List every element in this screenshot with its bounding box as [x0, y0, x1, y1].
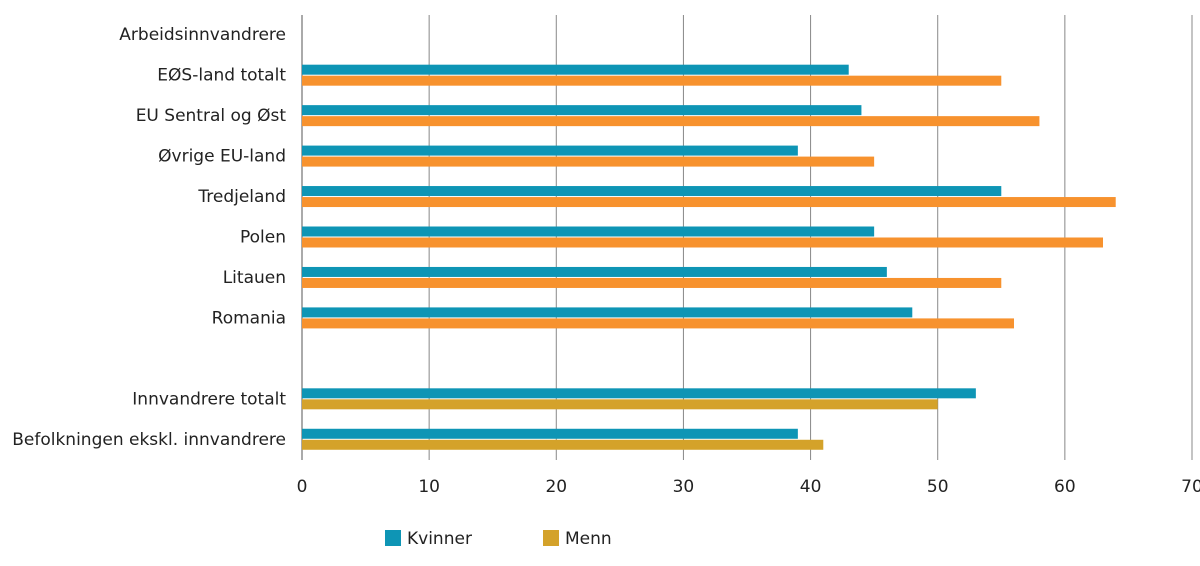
x-tick-label: 10 [418, 477, 440, 497]
x-tick-label: 70 [1181, 477, 1200, 497]
bar [302, 428, 798, 439]
bar [302, 145, 798, 156]
x-tick-label: 50 [927, 477, 949, 497]
x-tick-label: 0 [297, 477, 308, 497]
bar [302, 237, 1103, 248]
x-tick-label: 20 [545, 477, 567, 497]
bar [302, 156, 875, 167]
legend-label: Menn [565, 529, 612, 549]
y-tick-label: Tredjeland [197, 187, 286, 207]
bar [302, 266, 887, 277]
bar [302, 186, 1002, 197]
y-tick-label: Innvandrere totalt [132, 389, 286, 409]
bar [302, 197, 1116, 208]
x-tick-label: 60 [1054, 477, 1076, 497]
bar [302, 116, 1040, 127]
bar [302, 318, 1014, 329]
bar [302, 388, 976, 399]
bar [302, 105, 862, 116]
bar [302, 399, 938, 410]
x-tick-label: 40 [800, 477, 822, 497]
legend-label: Kvinner [407, 529, 472, 549]
legend-swatch [543, 530, 559, 546]
bar [302, 277, 1002, 288]
y-tick-label: EØS-land totalt [157, 66, 286, 86]
bar [302, 439, 824, 450]
y-tick-label: Arbeidsinnvandrere [119, 25, 286, 45]
bar [302, 75, 1002, 86]
bar [302, 64, 849, 75]
y-tick-label: Befolkningen ekskl. innvandrere [12, 430, 286, 450]
bar [302, 307, 913, 318]
bar [302, 226, 875, 237]
y-tick-label: Litauen [223, 268, 286, 288]
x-tick-label: 30 [673, 477, 695, 497]
y-tick-label: EU Sentral og Øst [136, 106, 287, 126]
legend-swatch [385, 530, 401, 546]
y-tick-label: Polen [240, 228, 286, 248]
y-tick-label: Romania [212, 308, 286, 328]
y-tick-label: Øvrige EU-land [158, 147, 286, 167]
